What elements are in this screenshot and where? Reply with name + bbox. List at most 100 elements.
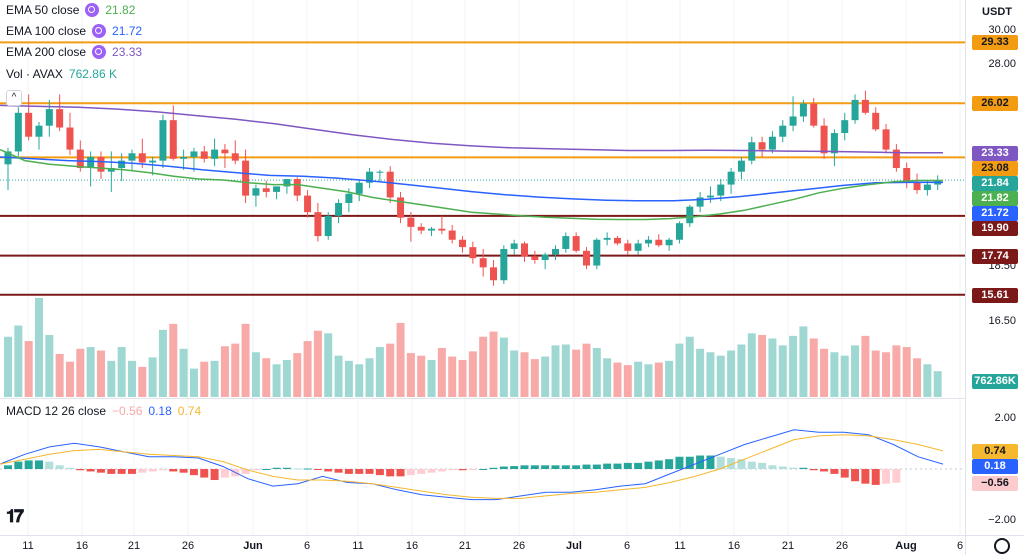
- candle-body: [149, 160, 157, 163]
- volume-bar: [34, 298, 43, 397]
- volume-bar: [45, 335, 54, 397]
- macd-hist-bar: [272, 467, 281, 469]
- macd-hist-bar: [871, 469, 880, 485]
- currency-label[interactable]: USDT: [982, 6, 1012, 18]
- volume-bar: [169, 323, 178, 397]
- macd-hist-bar: [799, 467, 808, 469]
- candle-body: [221, 149, 229, 154]
- tradingview-logo-icon[interactable]: 𝟏𝟕: [6, 506, 24, 526]
- volume-bar: [24, 341, 33, 397]
- macd-hist-bar: [210, 469, 219, 481]
- macd-hist-bar: [324, 469, 333, 472]
- macd-hist-bar: [747, 461, 756, 469]
- macd-hist-bar: [644, 461, 653, 469]
- macd-axis-tick: −2.00: [988, 514, 1016, 526]
- signal-line: [0, 434, 944, 499]
- candle-body: [169, 120, 177, 159]
- x-axis-label: 11: [674, 540, 686, 552]
- refresh-icon[interactable]: [92, 45, 107, 59]
- volume-bar: [200, 361, 209, 397]
- candle-body: [851, 99, 859, 121]
- macd-hist-bar: [716, 456, 725, 469]
- volume-bar: [396, 322, 405, 397]
- collapse-legend-icon[interactable]: ^: [6, 90, 22, 106]
- volume-bar: [262, 358, 271, 397]
- volume-bar: [510, 350, 519, 397]
- candle-body: [376, 171, 384, 173]
- candle-body: [892, 149, 900, 168]
- candle-body: [25, 112, 33, 137]
- x-axis-label: 11: [352, 540, 364, 552]
- legend-macd[interactable]: MACD 12 26 close −0.56 0.18 0.74: [6, 404, 201, 418]
- candle-body: [56, 109, 64, 128]
- x-axis-label: 11: [22, 540, 34, 552]
- macd-hist-bar: [551, 465, 560, 469]
- refresh-icon[interactable]: [92, 24, 107, 38]
- candle-body: [686, 206, 694, 224]
- candle-body: [252, 188, 260, 196]
- x-axis-label: Jul: [566, 540, 582, 552]
- macd-hist-bar: [406, 469, 415, 476]
- legend-ema200[interactable]: EMA 200 close 23.33: [6, 45, 142, 59]
- macd-tag: −0.56: [972, 475, 1018, 491]
- candle-body: [366, 171, 374, 183]
- macd-hist-bar: [685, 456, 694, 469]
- volume-bar: [65, 361, 74, 397]
- volume-bar: [220, 346, 229, 397]
- macd-hist-bar: [489, 467, 498, 469]
- candle-body: [283, 179, 291, 187]
- price-tag: 23.08: [972, 160, 1018, 176]
- legend-ema100[interactable]: EMA 100 close 21.72: [6, 24, 142, 38]
- macd-hist-bar: [479, 469, 488, 470]
- volume-bar: [76, 348, 85, 397]
- candle-body: [562, 236, 570, 249]
- macd-hist-bar: [386, 469, 395, 477]
- volume-bar: [644, 364, 653, 397]
- macd-label: MACD 12 26 close: [6, 404, 107, 418]
- candle-body: [593, 239, 601, 266]
- macd-line: [0, 429, 944, 501]
- macd-hist-bar: [768, 465, 777, 469]
- volume-bar: [592, 347, 601, 397]
- candle-body: [14, 112, 22, 152]
- x-axis-label: 21: [458, 540, 472, 552]
- volume-bar: [913, 358, 922, 397]
- candle-body: [603, 237, 611, 240]
- volume-bar: [344, 360, 353, 397]
- volume-bar: [127, 360, 136, 397]
- gear-icon[interactable]: [994, 538, 1010, 554]
- candle-body: [428, 228, 436, 231]
- volume-bar: [355, 364, 364, 397]
- macd-hist-bar: [55, 465, 64, 469]
- candle-body: [789, 116, 797, 126]
- candle-body: [438, 228, 446, 231]
- volume-bar: [882, 352, 891, 397]
- macd-hist-bar: [158, 469, 167, 471]
- vol-label: Vol · AVAX: [6, 67, 63, 81]
- refresh-icon[interactable]: [85, 3, 100, 17]
- candle-body: [417, 226, 425, 231]
- candle-body: [211, 149, 219, 159]
- ema200-label: EMA 200 close: [6, 45, 87, 59]
- volume-bar: [840, 355, 849, 397]
- macd-tag: 0.74: [972, 443, 1018, 459]
- candle-body: [521, 243, 528, 257]
- volume-bar: [561, 344, 570, 397]
- candle-body: [35, 125, 43, 137]
- macd-hist-value: −0.56: [112, 404, 143, 418]
- price-tag: 21.84: [972, 175, 1018, 191]
- volume-bar: [417, 355, 426, 397]
- macd-hist-bar: [179, 469, 188, 473]
- macd-hist-bar: [169, 469, 178, 472]
- legend-ema50[interactable]: EMA 50 close 21.82: [6, 3, 135, 17]
- macd-hist-bar: [241, 469, 250, 474]
- volume-bar: [603, 358, 612, 397]
- ema100-line: [0, 156, 943, 202]
- macd-hist-bar: [251, 469, 260, 471]
- candle-body: [304, 195, 312, 213]
- macd-hist-bar: [427, 469, 436, 473]
- candle-body: [231, 153, 239, 161]
- legend-volume[interactable]: Vol · AVAX 762.86 K: [6, 67, 117, 81]
- macd-hist-bar: [313, 469, 322, 470]
